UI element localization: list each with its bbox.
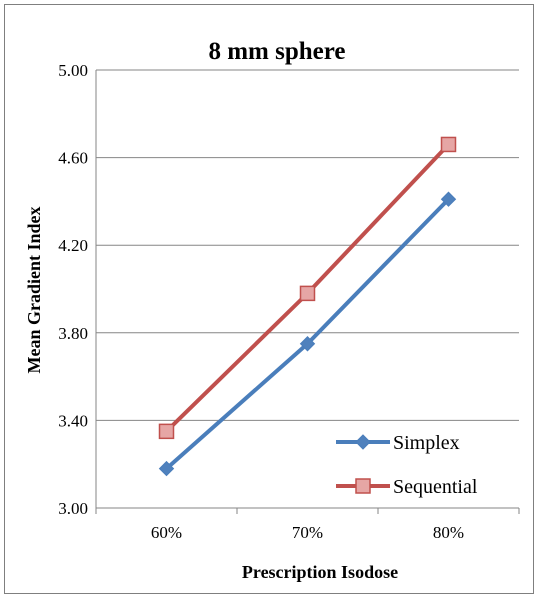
data-point-simplex — [299, 336, 316, 352]
data-point-simplex — [440, 191, 457, 207]
legend-label-sequential: Sequential — [393, 476, 478, 498]
x-tick-label: 60% — [151, 523, 182, 542]
y-axis-title: Mean Gradient Index — [24, 206, 44, 373]
data-point-sequential — [158, 423, 175, 440]
legend: Simplex Sequential — [336, 432, 478, 498]
y-tick-label: 3.00 — [58, 499, 88, 518]
y-tick-label: 5.00 — [58, 61, 88, 80]
y-tick-label: 3.80 — [58, 324, 88, 343]
legend-marker-simplex — [355, 434, 371, 450]
data-point-sequential — [299, 285, 316, 302]
tick-labels: 3.00 3.40 3.80 4.20 4.60 5.00 60% 70% 80% — [58, 61, 464, 542]
data-point-simplex — [158, 460, 175, 477]
series-line-simplex — [164, 197, 451, 471]
axes — [95, 70, 520, 514]
x-axis-title: Prescription Isodose — [242, 562, 398, 582]
gridlines — [96, 69, 519, 421]
y-tick-label: 3.40 — [58, 411, 88, 430]
y-tick-label: 4.20 — [58, 236, 88, 255]
series-layer — [158, 136, 457, 477]
x-tick-label: 70% — [292, 523, 323, 542]
chart-title: 8 mm sphere — [208, 38, 345, 65]
x-tick-label: 80% — [433, 523, 464, 542]
chart-frame — [4, 4, 534, 594]
legend-marker-sequential — [355, 478, 371, 494]
y-tick-label: 4.60 — [58, 149, 88, 168]
legend-label-simplex: Simplex — [393, 432, 460, 454]
data-point-sequential — [440, 136, 457, 153]
